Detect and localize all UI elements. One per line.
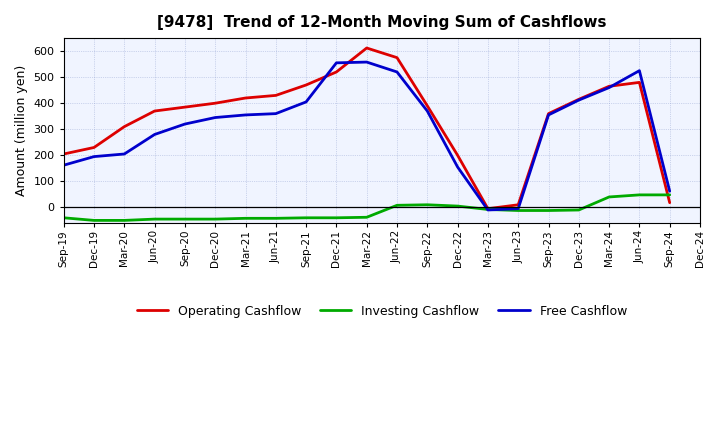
Investing Cashflow — [484, 207, 492, 212]
Investing Cashflow — [241, 216, 250, 221]
Title: [9478]  Trend of 12-Month Moving Sum of Cashflows: [9478] Trend of 12-Month Moving Sum of C… — [157, 15, 607, 30]
Operating Cashflow — [302, 82, 310, 88]
Free Cashflow — [635, 68, 644, 73]
Free Cashflow — [120, 151, 129, 157]
Y-axis label: Amount (million yen): Amount (million yen) — [15, 65, 28, 196]
Investing Cashflow — [302, 215, 310, 220]
Investing Cashflow — [514, 208, 523, 213]
Free Cashflow — [362, 59, 371, 65]
Free Cashflow — [211, 115, 220, 120]
Investing Cashflow — [575, 207, 583, 213]
Operating Cashflow — [544, 111, 553, 116]
Investing Cashflow — [59, 215, 68, 220]
Operating Cashflow — [362, 45, 371, 51]
Free Cashflow — [332, 60, 341, 66]
Free Cashflow — [90, 154, 99, 159]
Free Cashflow — [454, 165, 462, 170]
Free Cashflow — [271, 111, 280, 116]
Investing Cashflow — [150, 216, 159, 222]
Investing Cashflow — [605, 194, 613, 200]
Operating Cashflow — [454, 153, 462, 158]
Investing Cashflow — [271, 216, 280, 221]
Free Cashflow — [302, 99, 310, 105]
Line: Free Cashflow: Free Cashflow — [63, 62, 670, 210]
Investing Cashflow — [665, 192, 674, 198]
Operating Cashflow — [392, 55, 401, 60]
Investing Cashflow — [423, 202, 431, 207]
Legend: Operating Cashflow, Investing Cashflow, Free Cashflow: Operating Cashflow, Investing Cashflow, … — [132, 300, 632, 323]
Free Cashflow — [484, 207, 492, 213]
Operating Cashflow — [120, 124, 129, 129]
Operating Cashflow — [514, 202, 523, 207]
Operating Cashflow — [181, 104, 189, 110]
Operating Cashflow — [423, 103, 431, 108]
Operating Cashflow — [211, 101, 220, 106]
Operating Cashflow — [332, 70, 341, 75]
Free Cashflow — [423, 108, 431, 114]
Free Cashflow — [392, 70, 401, 75]
Line: Operating Cashflow: Operating Cashflow — [63, 48, 670, 209]
Free Cashflow — [181, 121, 189, 127]
Operating Cashflow — [484, 206, 492, 211]
Operating Cashflow — [635, 80, 644, 85]
Free Cashflow — [150, 132, 159, 137]
Investing Cashflow — [544, 208, 553, 213]
Operating Cashflow — [665, 200, 674, 205]
Operating Cashflow — [575, 97, 583, 102]
Investing Cashflow — [181, 216, 189, 222]
Operating Cashflow — [90, 145, 99, 150]
Free Cashflow — [514, 206, 523, 211]
Free Cashflow — [544, 112, 553, 117]
Operating Cashflow — [150, 108, 159, 114]
Operating Cashflow — [271, 93, 280, 98]
Free Cashflow — [241, 112, 250, 117]
Free Cashflow — [605, 85, 613, 90]
Investing Cashflow — [211, 216, 220, 222]
Free Cashflow — [575, 97, 583, 103]
Free Cashflow — [59, 162, 68, 168]
Investing Cashflow — [332, 215, 341, 220]
Operating Cashflow — [241, 95, 250, 101]
Investing Cashflow — [120, 218, 129, 223]
Operating Cashflow — [605, 84, 613, 89]
Operating Cashflow — [59, 151, 68, 157]
Line: Investing Cashflow: Investing Cashflow — [63, 195, 670, 220]
Investing Cashflow — [362, 215, 371, 220]
Investing Cashflow — [392, 203, 401, 208]
Investing Cashflow — [635, 192, 644, 198]
Investing Cashflow — [90, 218, 99, 223]
Free Cashflow — [665, 189, 674, 194]
Investing Cashflow — [454, 203, 462, 209]
